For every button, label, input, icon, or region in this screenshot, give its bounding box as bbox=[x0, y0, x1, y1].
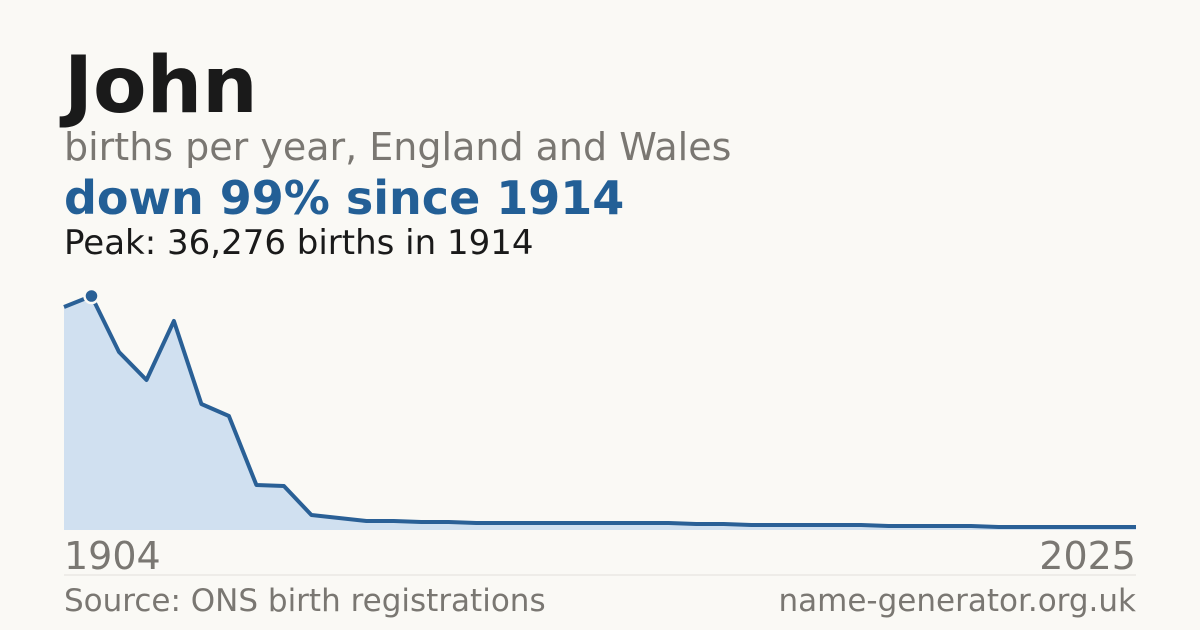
title: John bbox=[59, 41, 258, 131]
peak-marker bbox=[83, 287, 100, 305]
subtitle: births per year, England and Wales bbox=[64, 125, 731, 169]
peak-note: Peak: 36,276 births in 1914 bbox=[64, 223, 534, 263]
x-tick-label: 2025 bbox=[1039, 534, 1136, 578]
x-tick-label: 1904 bbox=[64, 534, 161, 578]
headline: down 99% since 1914 bbox=[64, 171, 624, 225]
area bbox=[64, 296, 1136, 530]
line bbox=[63, 294, 1136, 529]
source: Source: ONS birth registrations bbox=[64, 583, 546, 619]
plot bbox=[63, 287, 1136, 530]
site: name-generator.org.uk bbox=[779, 583, 1137, 619]
